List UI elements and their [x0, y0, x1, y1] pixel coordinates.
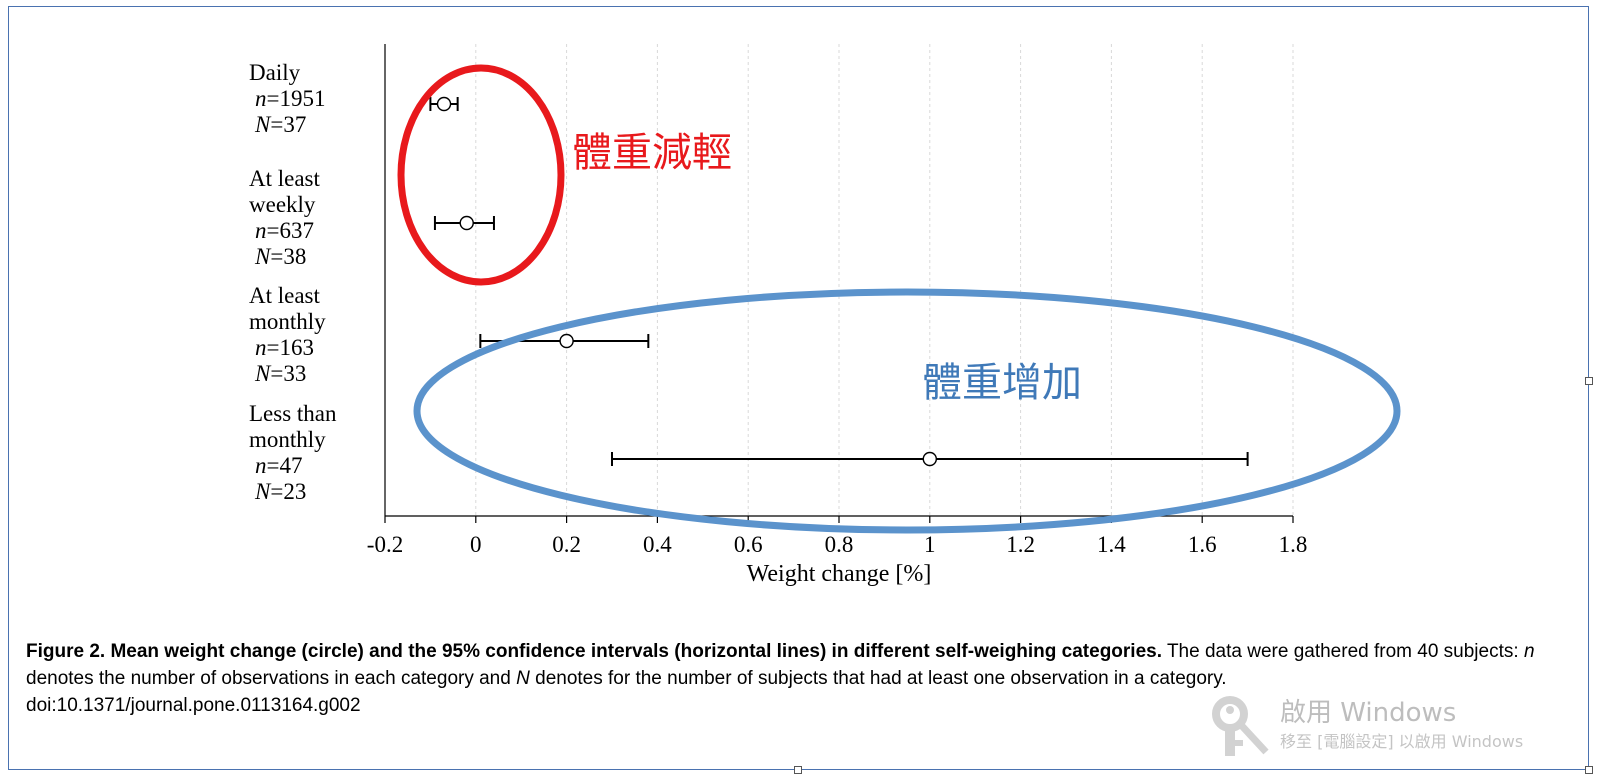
caption-text-1: The data were gathered from 40 subjects: [1162, 641, 1524, 662]
category-label: Daily n=1951 N=37 [249, 60, 325, 137]
category-label: At least weekly n=637 N=38 [249, 166, 321, 269]
mean-point [922, 451, 937, 467]
x-tick-label: 0 [470, 532, 482, 557]
category-label: Less than monthly n=47 N=23 [249, 401, 337, 504]
weight-gain-label: 體重增加 [922, 360, 1082, 406]
resize-handle-bottom[interactable] [794, 766, 802, 774]
weight-loss-ellipse [397, 64, 565, 286]
caption-doi[interactable]: doi:10.1371/journal.pone.0113164.g002 [26, 695, 361, 716]
x-tick-label: 0.2 [552, 532, 581, 557]
mean-point [559, 333, 574, 349]
windows-activation-watermark: 啟用 Windows 移至 [電腦設定] 以啟用 Windows [1208, 690, 1588, 760]
resize-handle-bottom-right[interactable] [1585, 766, 1593, 774]
caption-N-symbol: N [516, 668, 530, 689]
x-tick-label: 0.4 [643, 532, 672, 557]
resize-handle-right[interactable] [1585, 377, 1593, 385]
x-tick-label: 1.8 [1279, 532, 1308, 557]
data-marks [429, 96, 1249, 467]
mean-point [436, 96, 452, 112]
x-ticks: -0.2 0 0.2 0.4 0.6 0.8 1 1.2 1.4 1.6 1.8 [367, 516, 1308, 557]
weight-loss-label: 體重減輕 [572, 130, 732, 176]
x-tick-label: 1.2 [1006, 532, 1035, 557]
grid-lines [475, 44, 1294, 516]
category-label: At least monthly n=163 N=33 [249, 283, 326, 386]
caption-text-2: denotes the number of observations in ea… [26, 668, 517, 689]
x-tick-label: -0.2 [367, 532, 403, 557]
x-tick-label: 1 [924, 532, 936, 557]
weight-gain-ellipse [413, 288, 1401, 534]
caption-text-3: denotes for the number of subjects that … [529, 668, 1227, 689]
watermark-subtitle: 移至 [電腦設定] 以啟用 Windows [1280, 732, 1524, 751]
watermark-title: 啟用 Windows [1280, 698, 1457, 728]
caption-title: Figure 2. Mean weight change (circle) an… [26, 641, 1163, 662]
chart: -0.2 0 0.2 0.4 0.6 0.8 1 1.2 1.4 1.6 1.8 Daily n=19… [249, 44, 1401, 587]
x-axis-label: Weight change [%] [747, 561, 932, 587]
caption-n-symbol: n [1523, 641, 1535, 662]
figure-caption: Figure 2. Mean weight change (circle) an… [26, 638, 1571, 719]
mean-point [459, 215, 474, 231]
x-tick-label: 0.6 [734, 532, 763, 557]
category-labels: Daily n=1951 N=37 At least weekly n=637 N=38 At… [249, 60, 337, 504]
key-icon [1212, 696, 1269, 756]
x-tick-label: 0.8 [825, 532, 854, 557]
x-tick-label: 1.4 [1097, 532, 1126, 557]
x-tick-label: 1.6 [1188, 532, 1217, 557]
